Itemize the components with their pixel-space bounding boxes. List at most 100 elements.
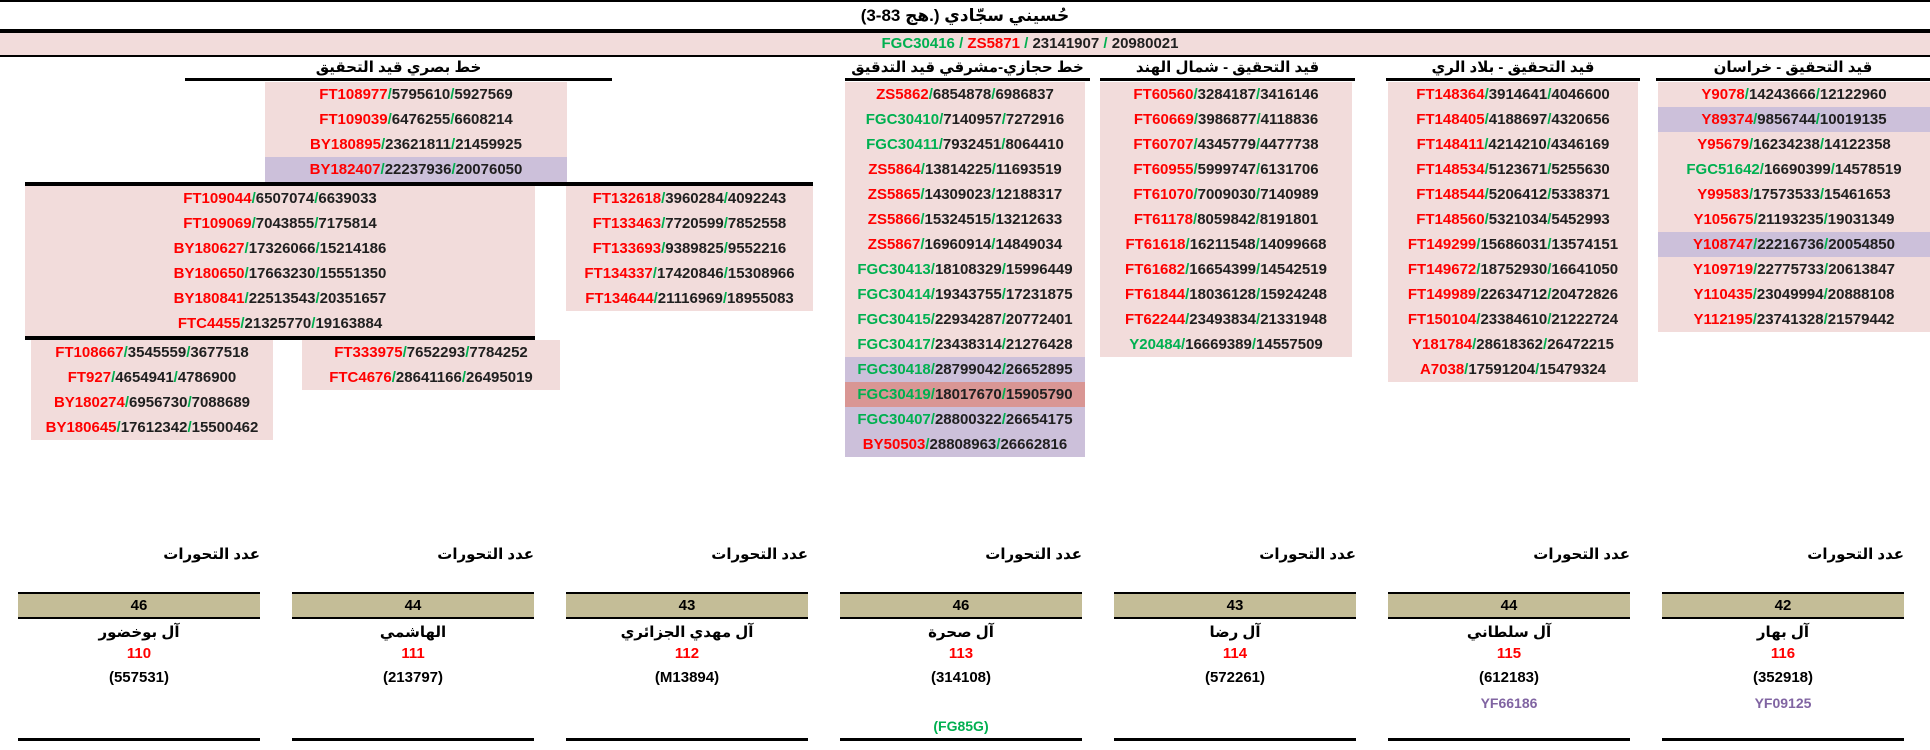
extra-sample-id: (FG85G) — [933, 718, 989, 734]
position-2: 13574151 — [1551, 236, 1619, 253]
snp-id: FGC30418 — [857, 361, 931, 378]
snp-row: FGC30417/23438314/21276428 — [845, 332, 1085, 357]
position-1: 28641166 — [395, 369, 462, 386]
column-header-hejazi: خط حجازي-مشرقي قيد التدقيق — [845, 57, 1090, 81]
snp-id: FT61844 — [1125, 286, 1186, 303]
separator: / — [1476, 261, 1481, 278]
position-1: 7932451 — [942, 136, 1002, 153]
clan-code: 115 — [1496, 645, 1522, 662]
position-2: 26472215 — [1547, 336, 1614, 353]
clan-name: آل صحرة — [928, 624, 994, 641]
separator: / — [1830, 161, 1835, 178]
snp-id: BY180650 — [173, 265, 245, 282]
snp-block-basri-c: FT108667/3545559/3677518 FT927/4654941/4… — [31, 340, 273, 440]
separator: / — [722, 290, 728, 307]
sample-id: (352918) — [1752, 669, 1814, 686]
snp-id: FT109039 — [319, 111, 388, 128]
spacer — [840, 568, 1082, 592]
position-1: 28799042 — [934, 361, 1002, 378]
position-2: 12122960 — [1819, 86, 1887, 103]
position-2: 7175814 — [318, 215, 377, 232]
snp-id: FT148544 — [1416, 186, 1485, 203]
snp-id: FT149672 — [1407, 261, 1477, 278]
separator: / — [1256, 186, 1261, 203]
separator: / — [1546, 136, 1551, 153]
position-2: 14122358 — [1824, 136, 1891, 153]
snp-block-basri-e: FT132618/3960284/4092243 FT133463/772059… — [566, 186, 813, 311]
snp-id: Y99583 — [1697, 186, 1749, 203]
position-2: 15214186 — [319, 240, 387, 257]
position-1: 3284187 — [1197, 86, 1257, 103]
extra-sample-id — [1114, 716, 1356, 738]
clan-name: آل مهدي الجزائري — [620, 624, 754, 641]
snp-id: FT133463 — [592, 215, 662, 232]
position-1: 17591204 — [1468, 361, 1536, 378]
separator: / — [1251, 336, 1257, 353]
separator: / — [1815, 111, 1820, 128]
snp-id: FT61178 — [1133, 211, 1194, 228]
position-1: 3914641 — [1488, 86, 1548, 103]
snp-row: FGC30410/7140957/7272916 — [845, 107, 1085, 132]
snp-row: FGC30415/22934287/20772401 — [845, 307, 1085, 332]
separator: / — [939, 111, 944, 128]
snp-id: FT148411 — [1416, 136, 1485, 153]
position-2: 13212633 — [995, 211, 1063, 228]
snp-id: BY180895 — [310, 136, 381, 153]
snp-id: Y105675 — [1693, 211, 1754, 228]
snp-block-basri-d: FT333975/7652293/7784252 FTC4676/2864116… — [302, 340, 560, 390]
snp-row: FT108977/5795610/5927569 — [265, 82, 567, 107]
separator: / — [450, 86, 455, 103]
separator: / — [1180, 336, 1186, 353]
position-2: 20351657 — [319, 290, 387, 307]
sample-id: (557531) — [108, 669, 170, 686]
snp-id: FGC30407 — [857, 411, 931, 428]
position-1: 16211548 — [1189, 236, 1256, 253]
yfull-sample-id — [566, 690, 808, 716]
root-haplogroup-segment: / — [1024, 35, 1029, 52]
separator: / — [251, 190, 256, 207]
position-2: 20613847 — [1828, 261, 1895, 278]
spacer — [1662, 568, 1904, 592]
position-1: 5206412 — [1488, 186, 1548, 203]
position-1: 16654399 — [1189, 261, 1257, 278]
snp-row: FT148405/4188697/4320656 — [1388, 107, 1638, 132]
separator: / — [723, 215, 728, 232]
position-1: 16690399 — [1763, 161, 1831, 178]
position-1: 18108329 — [934, 261, 1002, 278]
position-1: 16669389 — [1185, 336, 1252, 353]
snp-id: FT148364 — [1416, 86, 1485, 103]
clan-name: آل بوخضور — [98, 624, 180, 641]
separator: / — [653, 290, 658, 307]
snp-id: FT60707 — [1133, 136, 1194, 153]
separator: / — [920, 211, 925, 228]
snp-id: A7038 — [1419, 361, 1465, 378]
position-1: 7140957 — [943, 111, 1002, 128]
position-1: 28808963 — [929, 436, 997, 453]
root-haplogroup-segment: ZS5871 — [967, 35, 1020, 52]
separator: / — [1193, 186, 1198, 203]
position-1: 21325770 — [244, 315, 312, 332]
separator: / — [187, 394, 192, 411]
snp-id: BY180841 — [173, 290, 245, 307]
position-1: 5795610 — [391, 86, 451, 103]
position-2: 26662816 — [1000, 436, 1068, 453]
position-1: 17612342 — [120, 419, 188, 436]
position-2: 18955083 — [727, 290, 794, 307]
separator: / — [930, 361, 935, 378]
position-1: 23049994 — [1756, 286, 1824, 303]
position-1: 6507074 — [255, 190, 315, 207]
snp-id: FT133693 — [592, 240, 662, 257]
position-2: 7852558 — [727, 215, 787, 232]
position-1: 22216736 — [1757, 236, 1825, 253]
position-2: 14542519 — [1260, 261, 1327, 278]
snp-block-basri-b: FT109044/6507074/6639033 FT109069/704385… — [25, 186, 535, 336]
separator: / — [1543, 336, 1548, 353]
separator: / — [1752, 311, 1757, 328]
mutations-count-label: عدد التحورات — [437, 546, 534, 563]
snp-row: FT108667/3545559/3677518 — [31, 340, 273, 365]
separator: / — [930, 261, 935, 278]
snp-row: FGC30414/19343755/17231875 — [845, 282, 1085, 307]
separator: / — [661, 190, 666, 207]
position-1: 6854878 — [932, 86, 992, 103]
separator: / — [1185, 261, 1190, 278]
